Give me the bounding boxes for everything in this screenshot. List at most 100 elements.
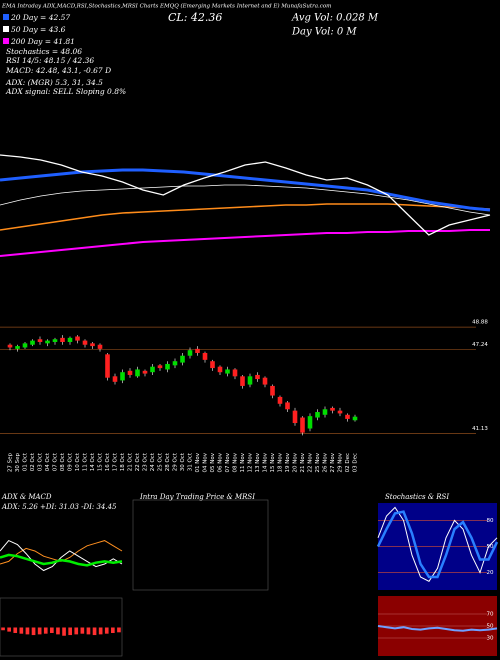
x-tick-label: 09 Oct — [68, 452, 74, 471]
candle-body — [120, 372, 125, 381]
x-tick-label: 11 Nov — [240, 452, 246, 472]
x-tick-label: 08 Nov — [233, 452, 239, 472]
x-tick-label: 30 Oct — [180, 452, 186, 471]
candle-body — [210, 361, 215, 369]
bar — [80, 627, 85, 634]
x-tick-label: 02 Oct — [30, 452, 36, 471]
candle-body — [135, 369, 140, 377]
candle-body — [337, 410, 343, 414]
candle-body — [142, 370, 148, 374]
x-tick-label: 25 Oct — [158, 452, 164, 471]
bar — [117, 627, 121, 633]
bar — [50, 627, 54, 633]
bar — [74, 627, 79, 635]
candle-body — [90, 343, 95, 347]
x-tick-label: 15 Nov — [270, 452, 276, 472]
avg-volume: Avg Vol: 0.028 M — [291, 13, 379, 24]
x-tick-label: 06 Nov — [218, 452, 224, 472]
line-series — [0, 154, 491, 236]
ema20: 20 Day = 42.57 — [10, 13, 70, 22]
candle-body — [240, 376, 245, 386]
bar — [1, 627, 5, 631]
candle-body — [217, 366, 223, 373]
bar — [56, 627, 60, 635]
candle-body — [202, 352, 208, 360]
x-tick-label: 31 Oct — [188, 452, 194, 471]
y-tick-label: 30 — [487, 636, 494, 642]
legend-swatch — [3, 26, 9, 32]
line-series — [377, 625, 498, 632]
line-series — [376, 510, 499, 579]
y-tick-label: 47.24 — [472, 342, 488, 348]
panel-title: Stochastics & RSI — [385, 493, 449, 501]
bar — [86, 627, 91, 635]
bar — [68, 627, 72, 636]
x-tick-label: 28 Oct — [165, 452, 171, 471]
candle-body — [165, 363, 170, 370]
bar — [13, 627, 18, 633]
candle-body — [187, 350, 193, 356]
y-tick-label: 70 — [487, 612, 494, 618]
candle-body — [112, 376, 118, 382]
candle-body — [330, 407, 335, 411]
candle-body — [67, 337, 73, 342]
x-tick-label: 02 Dec — [345, 453, 351, 472]
bar — [7, 627, 11, 632]
candle-body — [292, 410, 298, 424]
y-tick-label: 50 — [487, 624, 494, 630]
line-series — [0, 184, 491, 216]
bar — [62, 627, 66, 636]
bar — [31, 627, 36, 636]
candle-body — [247, 376, 253, 385]
candle-body — [127, 370, 133, 375]
x-tick-label: 13 Nov — [255, 452, 261, 472]
x-tick-label: 21 Nov — [300, 452, 306, 472]
y-tick-label: 41.13 — [472, 426, 488, 432]
x-tick-label: 18 Oct — [120, 452, 126, 471]
x-tick-label: 03 Dec — [353, 453, 359, 472]
bar — [111, 627, 115, 633]
bar — [19, 627, 24, 634]
candle-body — [52, 339, 58, 342]
x-tick-label: 29 Oct — [173, 452, 179, 471]
panel-subtitle: ADX: 5.26 +DI: 31.03 -DI: 34.45 — [1, 503, 117, 511]
candle-body — [225, 369, 230, 374]
panel-title: ADX & MACD — [1, 493, 52, 501]
x-tick-label: 24 Oct — [150, 452, 156, 471]
candle-body — [232, 369, 238, 377]
x-tick-label: 11 Oct — [83, 452, 89, 471]
line-series — [0, 539, 123, 572]
candle-body — [307, 416, 313, 429]
x-tick-label: 04 Nov — [203, 452, 209, 472]
candle-body — [82, 340, 88, 345]
x-tick-label: 18 Nov — [278, 452, 284, 472]
ema200: 200 Day = 41.81 — [10, 37, 75, 46]
bar — [92, 627, 97, 636]
line-series — [0, 203, 491, 231]
x-tick-label: 19 Nov — [285, 452, 291, 472]
intraday-panel — [132, 499, 269, 591]
x-tick-label: 04 Oct — [45, 452, 51, 471]
bar — [98, 627, 103, 635]
x-tick-label: 01 Oct — [23, 452, 29, 471]
close-price: CL: 42.36 — [168, 11, 222, 24]
candle-body — [270, 385, 275, 396]
candle-body — [172, 361, 178, 366]
x-tick-label: 16 Oct — [105, 452, 111, 471]
x-tick-label: 10 Oct — [75, 452, 81, 471]
x-tick-label: 21 Oct — [128, 452, 134, 471]
candle-body — [315, 412, 320, 418]
candle-body — [157, 365, 163, 369]
candle-body — [285, 402, 290, 410]
candle-body — [37, 339, 43, 342]
site-title: EMA Intraday ADX,MACD,RSI,Stochastics,MR… — [1, 3, 331, 10]
x-tick-label: 22 Oct — [135, 452, 141, 471]
candle-body — [7, 344, 13, 348]
y-tick-label: 48.88 — [472, 320, 488, 326]
x-tick-label: 27 Sep — [8, 453, 14, 473]
macd-panel — [0, 597, 123, 657]
candle-body — [15, 346, 20, 349]
x-tick-label: 17 Oct — [113, 452, 119, 471]
legend-swatch — [3, 38, 9, 44]
